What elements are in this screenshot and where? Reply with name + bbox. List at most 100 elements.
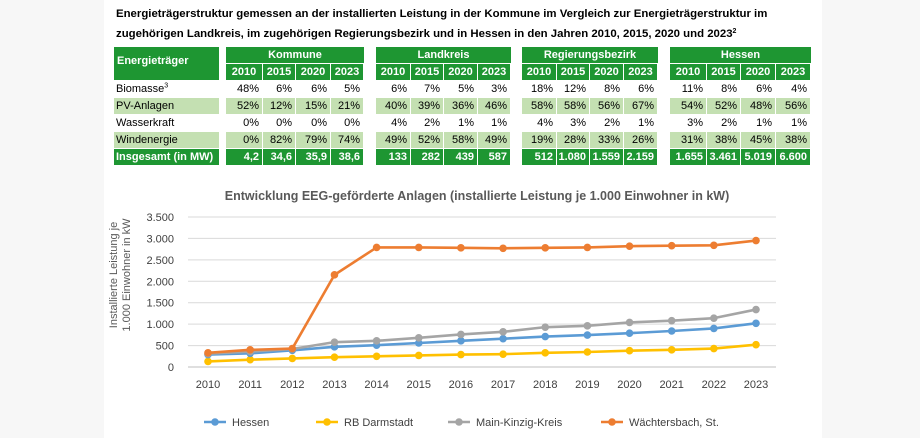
x-tick-label: 2015 — [407, 379, 431, 391]
x-tick-label: 2019 — [575, 379, 599, 391]
row-label-text: PV-Anlagen — [116, 100, 175, 112]
heading-line-2: zugehörigen Landkreis, im zugehörigen Re… — [116, 28, 733, 40]
table-cell: 6% — [391, 83, 407, 95]
table-cell: 6% — [638, 83, 654, 95]
data-point — [541, 244, 550, 252]
data-point — [541, 332, 550, 341]
data-point — [499, 328, 507, 336]
legend-label: Hessen — [232, 417, 269, 429]
data-point — [625, 346, 634, 355]
table-cell: 82% — [263, 132, 295, 148]
row-label: Windenergie — [114, 132, 219, 148]
x-tick-label: 2014 — [364, 379, 388, 391]
x-tick-label: 2017 — [491, 379, 515, 391]
data-point — [372, 337, 381, 345]
table-cell: 46% — [478, 98, 510, 114]
table-cell: 58% — [557, 98, 589, 114]
y-axis-label-line-1: Installierte Leistung je — [108, 222, 120, 328]
table-cell: 0% — [311, 117, 327, 129]
table-header-row: Energieträger Kommune Landkreis Regierun… — [114, 47, 814, 80]
row-label-text: Insgesamt (in MW) — [116, 151, 214, 163]
data-point — [372, 352, 381, 361]
row-label: PV-Anlagen — [114, 98, 219, 114]
x-tick-label: 2020 — [617, 379, 641, 391]
table-cell: 6.600 — [776, 149, 810, 165]
legend-swatch-marker — [608, 418, 616, 426]
data-point — [667, 241, 676, 250]
table-year-row: 2010 2015 2020 2023 2010 2015 2020 2023 2010 2015… — [114, 64, 814, 81]
table-cell: 52% — [707, 98, 740, 114]
x-tick-label: 2022 — [702, 379, 726, 391]
table-cell: 7% — [424, 83, 440, 95]
table-row: PV-Anlagen 52% 12% 15% 21% 40% 39% 36% 46% 58% 58%… — [114, 98, 814, 115]
series-line — [207, 239, 757, 355]
data-point — [752, 319, 760, 328]
data-point — [457, 350, 465, 359]
y-axis-label-line-2: 1.000 Einwohner in kW — [121, 218, 133, 332]
group-header-regierungsbezirk: Regierungsbezirk — [522, 47, 658, 63]
table-cell: 4% — [791, 83, 807, 95]
series-3 — [204, 236, 760, 357]
table-cell: 54% — [670, 98, 706, 114]
year-header-landkreis-2010: 2010 — [376, 64, 410, 80]
series-line — [207, 308, 757, 356]
table-cell: 3% — [491, 83, 507, 95]
row-label-footnote: 3 — [164, 82, 169, 90]
data-point — [414, 334, 423, 342]
y-tick-label: 500 — [156, 341, 174, 353]
table-cell: 67% — [624, 98, 657, 114]
data-point — [204, 357, 212, 366]
row-label-text: Biomasse — [116, 83, 165, 95]
data-point — [246, 355, 254, 364]
table-cell: 0% — [276, 117, 292, 129]
data-point — [625, 329, 634, 337]
table-row: Insgesamt (in MW) 4,2 34,6 35,9 38,6 133 282 43… — [114, 149, 814, 166]
table-cell: 52% — [411, 132, 443, 148]
table-cell: 3% — [570, 117, 586, 129]
table-cell: 282 — [411, 149, 443, 165]
row-label: Biomasse3 — [114, 81, 219, 97]
data-point — [457, 337, 465, 345]
data-point — [288, 344, 297, 353]
table-cell: 6% — [311, 83, 327, 95]
table-cell: 1.080 — [557, 149, 589, 165]
table-cell: 4% — [537, 117, 553, 129]
table-cell: 2.159 — [624, 149, 657, 165]
year-header-hessen-2023: 2023 — [776, 64, 810, 80]
data-point — [667, 327, 676, 335]
table-cell: 1% — [491, 117, 507, 129]
table-cell: 49% — [478, 132, 510, 148]
data-point — [541, 349, 550, 357]
table-cell: 439 — [444, 149, 477, 165]
data-point — [710, 314, 718, 322]
chart-legend: Hessen RB Darmstadt Main-Kinzig-Kreis Wächt… — [204, 417, 719, 429]
data-point — [372, 243, 381, 252]
table-cell: 48% — [236, 83, 259, 95]
table-cell: 11% — [681, 83, 703, 95]
year-header-regierungsbezirk-2023: 2023 — [624, 64, 657, 80]
table-cell: 133 — [376, 149, 410, 165]
heading-line-1: Energieträgerstruktur gemessen an der in… — [116, 8, 768, 20]
y-tick-label: 1.000 — [146, 319, 174, 331]
legend-swatch-marker — [323, 418, 331, 426]
table-cell: 56% — [776, 98, 810, 114]
energietraeger-header: Energieträger — [114, 47, 219, 80]
data-point — [583, 243, 592, 252]
table-body: Biomasse3 48% 6% 6% 5% 6% 7% 5% 3% 18% 12% 8% 6% 11% 8… — [114, 81, 814, 166]
x-axis-ticks: 2010 2011 2012 2013 2014 2015 2016 2017 2018 2019… — [196, 379, 768, 391]
data-point — [625, 242, 634, 250]
table-cell: 587 — [478, 149, 510, 165]
table-cell: 4,2 — [226, 149, 262, 165]
heading-footnote: 2 — [732, 28, 737, 35]
x-tick-label: 2012 — [280, 379, 304, 391]
year-header-kommune-2015: 2015 — [263, 64, 295, 80]
data-point — [246, 346, 254, 354]
data-point — [625, 318, 634, 327]
table-cell: 52% — [226, 98, 262, 114]
table-cell: 79% — [296, 132, 330, 148]
table-cell: 2% — [721, 117, 737, 129]
data-point — [710, 344, 718, 353]
year-header-kommune-2010: 2010 — [226, 64, 262, 80]
group-header-kommune: Kommune — [226, 47, 364, 63]
data-point — [583, 331, 592, 339]
